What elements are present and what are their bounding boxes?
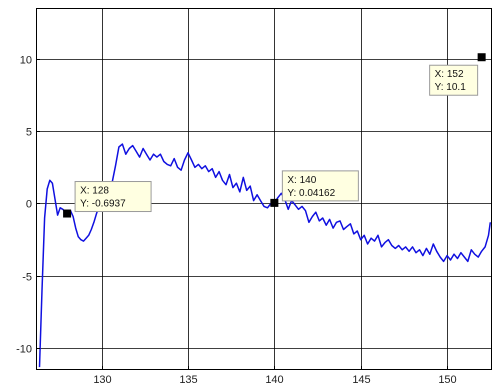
- data-tips: X: 128 Y: -0.6937 X: 140 Y: 0.04162 X: 152 Y:…: [63, 53, 486, 218]
- y-tick-label: -10: [16, 344, 32, 356]
- data-tip[interactable]: X: 152 Y: 10.1: [429, 53, 486, 96]
- data-tip-marker[interactable]: [477, 53, 486, 62]
- data-tip-y-label: Y: 0.04162: [287, 188, 335, 199]
- x-tick-label: 130: [93, 374, 111, 386]
- data-tip[interactable]: X: 128 Y: -0.6937: [63, 181, 152, 218]
- data-tip-marker[interactable]: [63, 209, 72, 218]
- data-tip[interactable]: X: 140 Y: 0.04162: [270, 170, 359, 207]
- data-tip-x-label: X: 128: [80, 186, 109, 197]
- series-layer: [38, 143, 492, 368]
- x-tick-label: 150: [438, 374, 456, 386]
- x-tick-label: 140: [265, 374, 283, 386]
- data-tip-box: [429, 64, 479, 96]
- y-tick-label: 0: [26, 199, 32, 211]
- x-tick-label: 135: [179, 374, 197, 386]
- axis-ticks: 130 135 140 145 150 10 5 0 -5 -10: [16, 55, 457, 387]
- series-line: [38, 143, 492, 368]
- grid-lines: [36, 8, 492, 370]
- data-tip-x-label: X: 152: [435, 69, 464, 80]
- data-tip-box: [74, 181, 152, 213]
- data-tip-x-label: X: 140: [287, 175, 316, 186]
- data-tip-box: [281, 170, 359, 202]
- data-tip-y-label: Y: -0.6937: [80, 199, 126, 210]
- y-tick-label: 10: [20, 55, 32, 67]
- plot-area-frame: [36, 8, 492, 370]
- data-tip-y-label: Y: 10.1: [435, 82, 467, 93]
- data-tip-marker[interactable]: [270, 198, 279, 207]
- y-tick-label: 5: [26, 127, 32, 139]
- y-tick-label: -5: [22, 272, 32, 284]
- x-tick-label: 145: [352, 374, 370, 386]
